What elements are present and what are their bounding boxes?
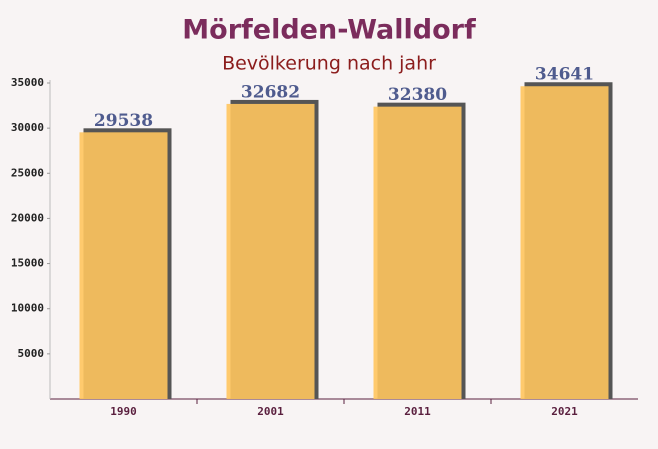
x-tick-label: 1990 bbox=[110, 405, 137, 418]
y-tick-label: 30000 bbox=[11, 121, 44, 134]
value-label: 29538 bbox=[94, 111, 153, 131]
x-tick-label: 2021 bbox=[551, 405, 578, 418]
value-label: 32380 bbox=[388, 85, 447, 105]
bar bbox=[79, 132, 168, 399]
y-tick-label: 25000 bbox=[11, 166, 44, 179]
value-label: 34641 bbox=[535, 65, 594, 85]
value-label: 32682 bbox=[241, 82, 300, 102]
x-tick-label: 2001 bbox=[257, 405, 284, 418]
y-tick-label: 10000 bbox=[11, 302, 44, 315]
bar bbox=[520, 86, 609, 399]
y-tick-label: 15000 bbox=[11, 257, 44, 270]
y-tick-label: 5000 bbox=[18, 347, 45, 360]
y-tick-label: 35000 bbox=[11, 76, 44, 89]
bar bbox=[226, 103, 315, 400]
bar bbox=[373, 106, 462, 400]
y-tick-label: 20000 bbox=[11, 211, 44, 224]
chart-title: Mörfelden-Walldorf bbox=[182, 15, 476, 46]
chart-subtitle: Bevölkerung nach jahr bbox=[222, 53, 436, 75]
x-tick-label: 2011 bbox=[404, 405, 431, 418]
